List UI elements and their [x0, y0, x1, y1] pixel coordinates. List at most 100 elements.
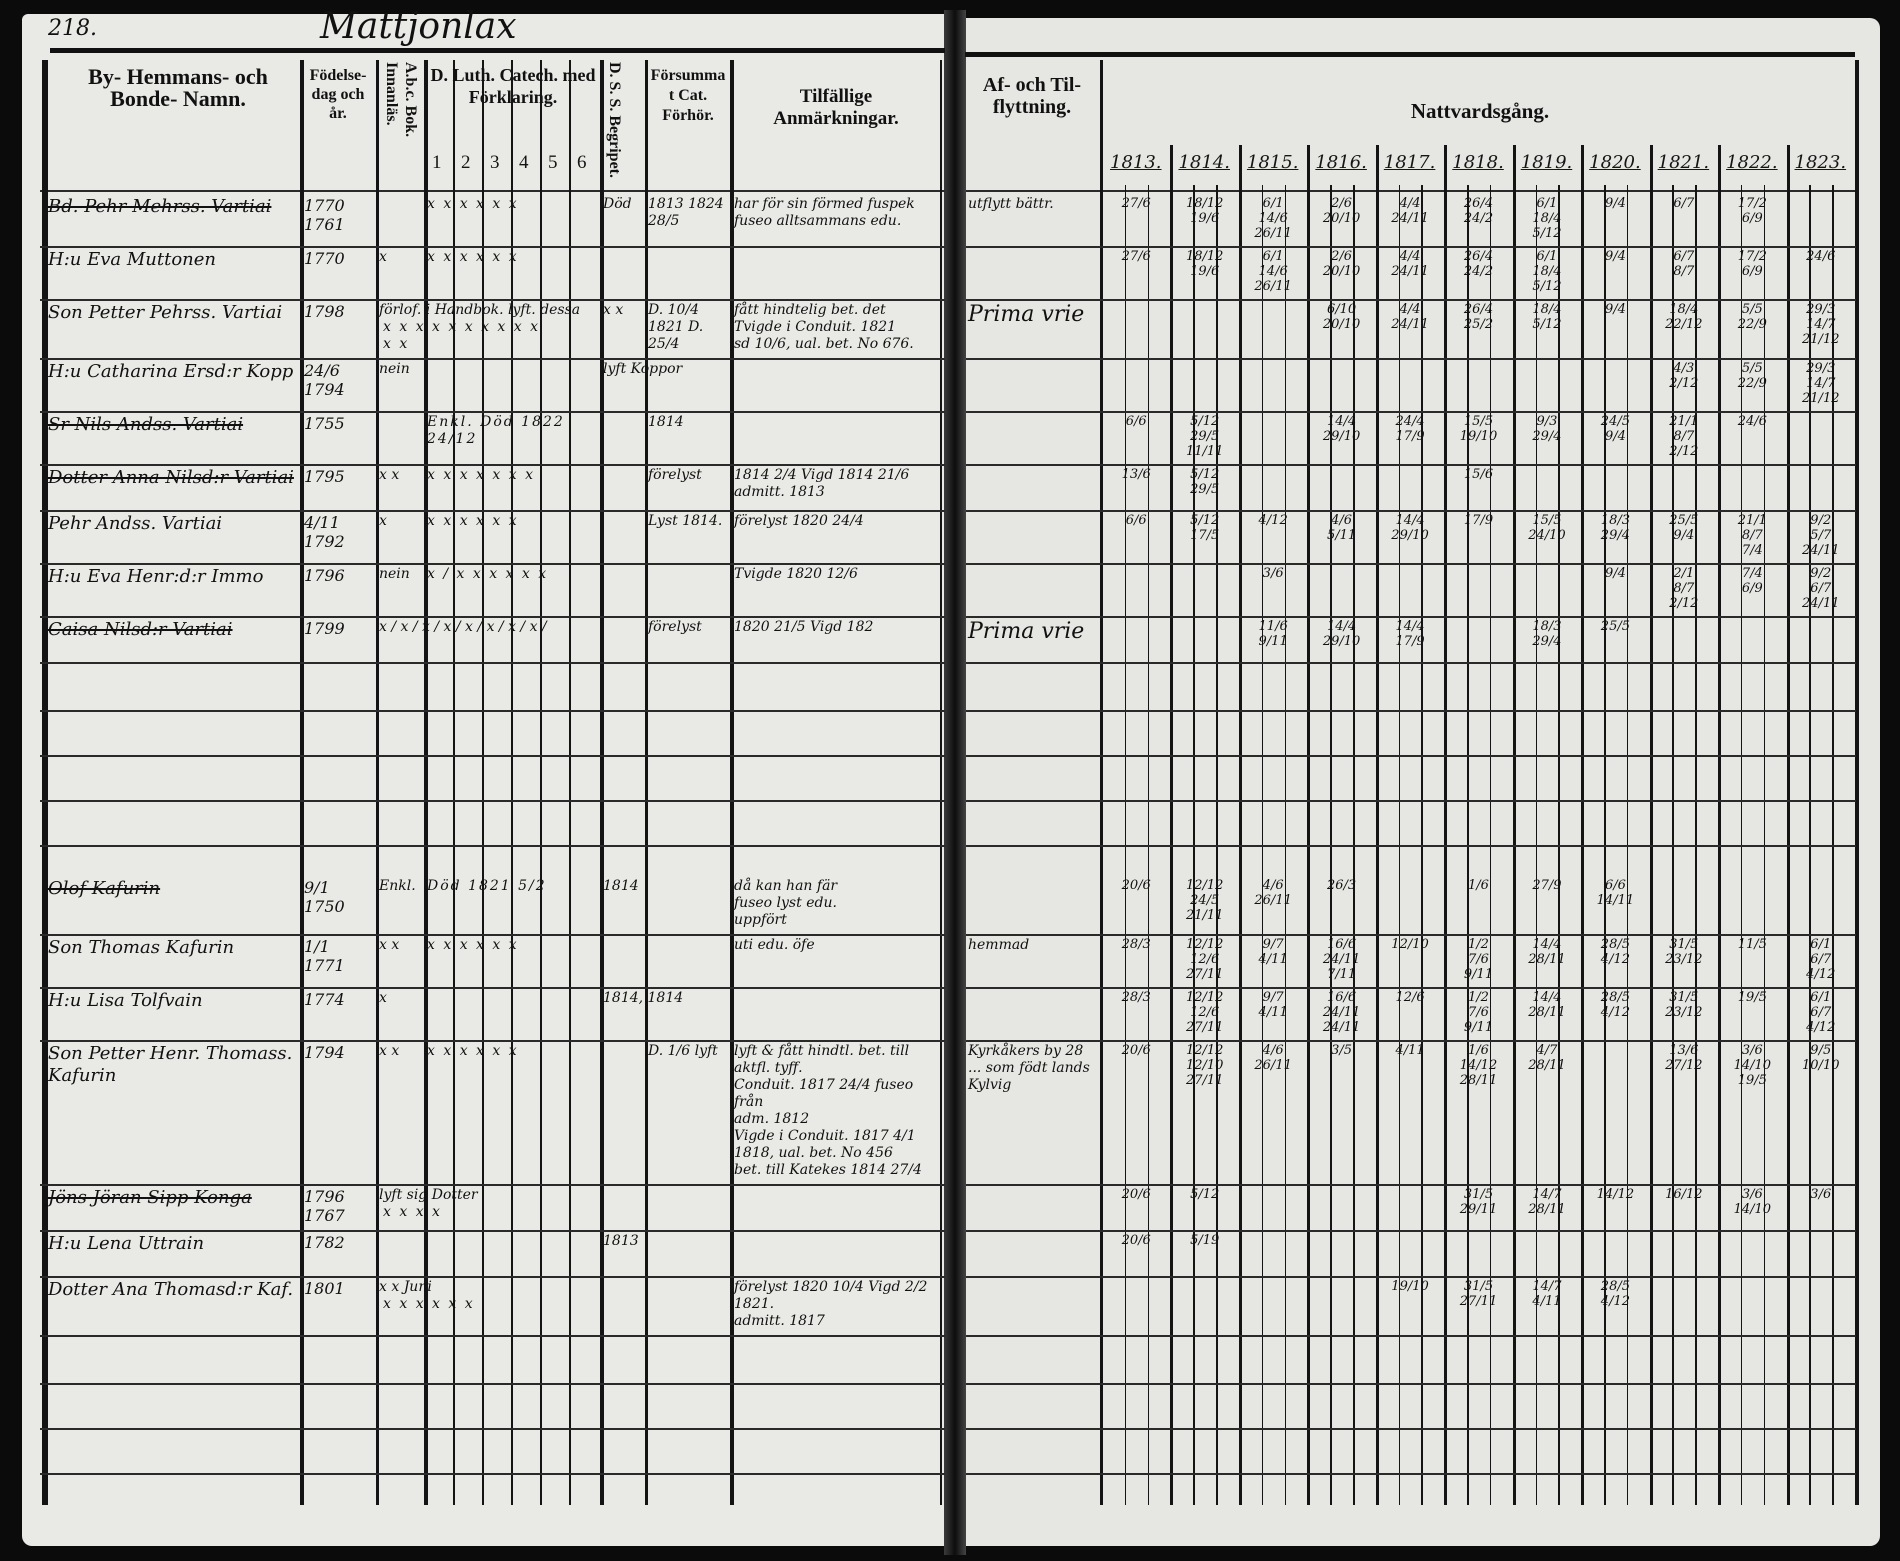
communion-year-cell: 18/3 29/4	[1516, 619, 1578, 649]
person-name: Dotter Anna Nilsd:r Vartiai	[48, 467, 294, 488]
communion-date: 24/10	[1528, 528, 1566, 543]
birth-date: 1795	[304, 467, 345, 486]
communion-year-cell: 4/6 26/11	[1242, 1043, 1304, 1073]
communion-year-cell: 9/7 4/11	[1242, 990, 1304, 1020]
communion-date: 4/12	[1600, 1294, 1630, 1309]
parish-title: Mattjonlax	[320, 6, 517, 47]
communion-date: 24/11	[1802, 543, 1840, 558]
communion-date: 6/1	[1536, 196, 1558, 211]
communion-date: 14/12	[1459, 1058, 1498, 1073]
communion-date: 27/12	[1665, 1058, 1703, 1073]
communion-year-cell: 14/4 28/11	[1516, 990, 1578, 1020]
communion-year-cell: 20/6	[1105, 1043, 1167, 1058]
person-name: Pehr Andss. Vartiai	[48, 513, 223, 534]
communion-date: 14/4	[1532, 990, 1562, 1005]
communion-date: 2/12	[1669, 596, 1699, 611]
abc-reading: x	[379, 513, 387, 529]
communion-date: 24/11	[1802, 596, 1840, 611]
communion-year-cell: 24/6	[1721, 414, 1783, 429]
abc-reading: lyft sig Dotter	[379, 1187, 478, 1203]
communion-date: 5/5	[1741, 302, 1763, 317]
birth-date: 4/11 1792	[304, 513, 345, 551]
communion-year-cell: 20/6	[1105, 1187, 1167, 1202]
communion-year-cell: 6/7 8/7	[1653, 249, 1715, 279]
row-rule	[40, 800, 945, 802]
row-rule	[40, 934, 945, 936]
header-top-rule	[50, 48, 945, 53]
row-rule	[40, 563, 945, 565]
communion-date: 19/6	[1190, 264, 1220, 279]
row-rule	[966, 1040, 1856, 1042]
remarks-cell: förelyst 1820 24/4	[734, 513, 938, 530]
communion-date: 25/2	[1463, 317, 1494, 332]
communion-date: 5/12	[1190, 467, 1220, 482]
row-rule	[966, 246, 1856, 248]
catechism-part-3: 3	[490, 152, 500, 173]
communion-year-cell: 4/3 2/12	[1653, 361, 1715, 391]
communion-date: 12/12	[1185, 990, 1224, 1005]
communion-year-cell: 6/1 14/6 26/11	[1242, 196, 1304, 241]
column-rule	[376, 60, 379, 1505]
communion-date: 14/4	[1395, 513, 1425, 528]
remark-line: förelyst 1820 10/4 Vigd 2/2 1821.	[734, 1279, 928, 1312]
communion-date: 18/3	[1600, 513, 1630, 528]
row-rule	[966, 987, 1856, 989]
dss-comprehension: x x	[603, 302, 624, 318]
missed-examination: förelyst	[648, 619, 702, 635]
row-rule	[40, 1428, 945, 1430]
communion-date: 10/10	[1802, 1058, 1840, 1073]
catechism-part-2: 2	[461, 152, 471, 173]
communion-date: 4/11	[1258, 952, 1288, 967]
communion-date: 26/3	[1326, 878, 1357, 893]
dss-missed-cell: 1814, 1814	[603, 990, 728, 1007]
row-rule	[966, 358, 1856, 360]
communion-date: 18/12	[1185, 196, 1224, 211]
communion-year-cell: 20/6	[1105, 1233, 1167, 1248]
row-rule	[40, 1230, 945, 1232]
communion-date: 23/12	[1665, 952, 1703, 967]
communion-date: 5/12	[1190, 414, 1220, 429]
communion-date: 8/7	[1673, 264, 1695, 279]
communion-year-cell: 2/1 8/7 2/12	[1653, 566, 1715, 611]
communion-date: 24/5	[1190, 893, 1220, 908]
communion-date: 18/4	[1532, 211, 1562, 226]
person-name: H:u Lisa Tolfvain	[48, 990, 203, 1011]
communion-date: 4/7	[1536, 1043, 1558, 1058]
column-rule	[569, 60, 571, 1505]
catechism-marks: x x x x x x	[427, 513, 519, 529]
communion-date: 14/4	[1326, 414, 1357, 429]
right-page	[962, 18, 1880, 1546]
communion-year-cell: 26/3	[1310, 878, 1372, 893]
column-rule	[940, 60, 942, 1505]
row-rule	[40, 411, 945, 413]
year-rule	[1649, 145, 1653, 1505]
communion-date: 27/11	[1459, 1294, 1498, 1309]
abc-catechism-cell: Enkl. Död 1821 5/2	[379, 878, 599, 895]
communion-date: 22/12	[1665, 317, 1703, 332]
communion-year-cell: 18/4 22/12	[1653, 302, 1715, 332]
communion-date: 20/6	[1121, 1187, 1151, 1202]
communion-date: 4/12	[1258, 513, 1288, 528]
catechism-marks: x x x x x x	[427, 937, 519, 953]
communion-year-cell: 6/1 6/7 4/12	[1790, 990, 1852, 1035]
communion-year-cell: 2/6 20/10	[1310, 249, 1372, 279]
dss-comprehension: Död	[603, 196, 632, 212]
communion-date: 12/6	[1190, 1005, 1220, 1020]
communion-date: 21/11	[1185, 908, 1224, 923]
moving-cell: utflytt bättr.	[968, 196, 1096, 213]
communion-year-cell: 13/6 27/12	[1653, 1043, 1715, 1073]
communion-year-cell: 9/7 4/11	[1242, 937, 1304, 967]
communion-year-cell: 28/3	[1105, 937, 1167, 952]
catechism-part-6: 6	[577, 152, 587, 173]
person-name: Son Petter Pehrss. Vartiai	[48, 302, 283, 323]
communion-year-cell: 4/4 24/11	[1379, 249, 1441, 279]
communion-date: 21/12	[1802, 391, 1840, 406]
header-dss: D. S. S. Begripet.	[606, 62, 623, 178]
communion-year-cell: 3/5	[1310, 1043, 1372, 1058]
communion-year-cell: 11/5	[1721, 937, 1783, 952]
year-rule	[1170, 145, 1174, 1505]
dss-missed-cell: D. 1/6 lyft	[603, 1043, 728, 1060]
communion-date: 2/12	[1669, 444, 1699, 459]
missed-examination: 1814	[648, 414, 684, 430]
communion-year-cell: 21/1 8/7 7/4	[1721, 513, 1783, 558]
